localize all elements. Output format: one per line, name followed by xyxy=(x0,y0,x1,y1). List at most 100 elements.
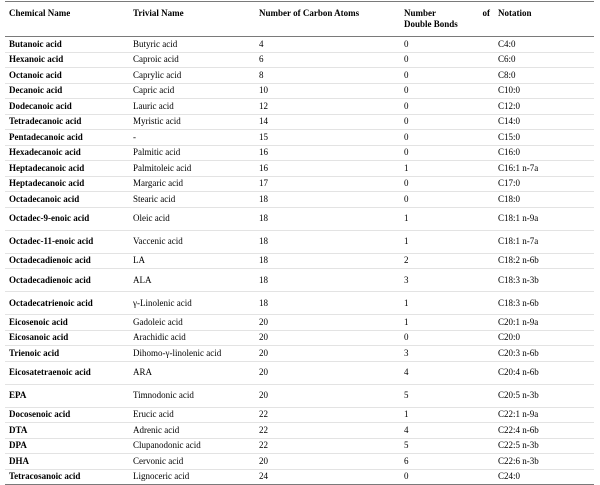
cell-carbon-atoms: 20 xyxy=(259,455,268,466)
cell-chemical-name: Hexanoic acid xyxy=(9,54,64,65)
cell-chemical-name: Octadecatrienoic acid xyxy=(9,297,93,308)
table-row: Octadec-9-enoic acid Oleic acid 18 1 C18:1 n… xyxy=(5,208,594,231)
cell-double-bonds: 0 xyxy=(404,332,409,343)
cell-carbon-atoms: 16 xyxy=(259,162,268,173)
cell-double-bonds: 1 xyxy=(404,316,409,327)
cell-carbon-atoms: 20 xyxy=(259,316,268,327)
cell-carbon-atoms: 22 xyxy=(259,424,268,435)
header-double-bonds-line1: Number of xyxy=(404,8,490,18)
cell-trivial-name: Arachidic acid xyxy=(133,332,186,343)
header-trivial-name: Trivial Name xyxy=(133,8,184,18)
cell-carbon-atoms: 18 xyxy=(259,297,268,308)
cell-notation: C18:1 n-7a xyxy=(498,236,539,246)
table-row: Eicosatetraenoic acid ARA 20 4 C20:4 n-6b xyxy=(5,362,594,385)
cell-trivial-name: Lauric acid xyxy=(133,100,174,111)
cell-notation: C20:4 n-6b xyxy=(498,367,539,377)
cell-carbon-atoms: 18 xyxy=(259,255,268,266)
cell-trivial-name: Vaccenic acid xyxy=(133,236,183,246)
cell-carbon-atoms: 4 xyxy=(259,38,264,49)
cell-double-bonds: 3 xyxy=(404,347,409,358)
cell-trivial-name: LA xyxy=(133,255,145,266)
cell-carbon-atoms: 8 xyxy=(259,69,264,80)
cell-double-bonds: 1 xyxy=(404,297,409,308)
cell-trivial-name: Butyric acid xyxy=(133,38,178,49)
cell-chemical-name: Tetradecanoic acid xyxy=(9,116,82,127)
cell-notation: C18:3 n-6b xyxy=(498,297,539,308)
cell-chemical-name: DHA xyxy=(9,455,29,466)
table-row: Hexadecanoic acid Palmitic acid 16 0 C16:0 xyxy=(5,146,594,161)
table-row: Hexanoic acid Caproic acid 6 0 C6:0 xyxy=(5,53,594,68)
table-row: Tetracosanoic acid Lignoceric acid 24 0 C24:… xyxy=(5,470,594,485)
header-carbon-atoms: Number of Carbon Atoms xyxy=(259,8,360,18)
cell-carbon-atoms: 18 xyxy=(259,274,268,285)
cell-double-bonds: 4 xyxy=(404,424,409,435)
cell-double-bonds: 0 xyxy=(404,38,409,49)
cell-notation: C22:6 n-3b xyxy=(498,455,539,466)
cell-chemical-name: Trienoic acid xyxy=(9,347,60,358)
cell-carbon-atoms: 20 xyxy=(259,367,268,377)
cell-trivial-name: Lignoceric acid xyxy=(133,471,190,482)
cell-double-bonds: 1 xyxy=(404,213,409,223)
cell-trivial-name: Stearic acid xyxy=(133,193,176,204)
cell-chemical-name: DTA xyxy=(9,424,28,435)
table-row: Octadec-11-enoic acid Vaccenic acid 18 1 C18… xyxy=(5,231,594,254)
cell-chemical-name: EPA xyxy=(9,390,27,400)
cell-double-bonds: 3 xyxy=(404,274,409,285)
cell-carbon-atoms: 22 xyxy=(259,440,268,451)
fatty-acid-table: Chemical Name Trivial Name Number of Car… xyxy=(5,1,594,485)
cell-trivial-name: Caproic acid xyxy=(133,54,179,65)
cell-double-bonds: 5 xyxy=(404,440,409,451)
table-row: DTA Adrenic acid 22 4 C22:4 n-6b xyxy=(5,423,594,439)
cell-chemical-name: Pentadecanoic acid xyxy=(9,131,83,142)
cell-double-bonds: 5 xyxy=(404,390,409,400)
cell-chemical-name: Eicosatetraenoic acid xyxy=(9,367,91,377)
header-notation: Notation xyxy=(498,8,532,18)
cell-double-bonds: 0 xyxy=(404,131,409,142)
cell-double-bonds: 1 xyxy=(404,409,409,420)
table-row: Tetradecanoic acid Myristic acid 14 0 C14:0 xyxy=(5,115,594,130)
cell-trivial-name: ALA xyxy=(133,274,152,285)
cell-carbon-atoms: 18 xyxy=(259,236,268,246)
table-row: Eicosenoic acid Gadoleic acid 20 1 C20:1 n-9… xyxy=(5,315,594,331)
cell-notation: C10:0 xyxy=(498,85,521,96)
table-row: Heptadecanoic acid Margaric acid 17 0 C17:0 xyxy=(5,177,594,192)
cell-notation: C18:3 n-3b xyxy=(498,274,539,285)
cell-double-bonds: 2 xyxy=(404,255,409,266)
header-double-bonds-line2: Double Bonds xyxy=(404,19,458,29)
cell-chemical-name: Octadec-9-enoic acid xyxy=(9,213,90,223)
table-row: DPA Clupanodonic acid 22 5 C22:5 n-3b xyxy=(5,439,594,454)
cell-chemical-name: Dodecanoic acid xyxy=(9,100,72,111)
cell-chemical-name: Hexadecanoic acid xyxy=(9,147,81,158)
cell-trivial-name: Palmitic acid xyxy=(133,147,181,158)
cell-double-bonds: 4 xyxy=(404,367,409,377)
cell-trivial-name: Margaric acid xyxy=(133,178,184,189)
cell-notation: C16:1 n-7a xyxy=(498,162,539,173)
cell-chemical-name: Eicosanoic acid xyxy=(9,332,69,343)
table-row: Octadecadienoic acid LA 18 2 C18:2 n-6b xyxy=(5,254,594,269)
cell-notation: C20:5 n-3b xyxy=(498,390,539,400)
cell-chemical-name: Tetracosanoic acid xyxy=(9,471,81,482)
table-row: Decanoic acid Capric acid 10 0 C10:0 xyxy=(5,84,594,99)
cell-notation: C16:0 xyxy=(498,147,521,158)
cell-carbon-atoms: 20 xyxy=(259,332,268,343)
cell-notation: C22:5 n-3b xyxy=(498,440,539,451)
cell-double-bonds: 0 xyxy=(404,69,409,80)
cell-notation: C18:2 n-6b xyxy=(498,255,539,266)
cell-carbon-atoms: 12 xyxy=(259,100,268,111)
cell-trivial-name: Cervonic acid xyxy=(133,455,184,466)
table-row: Octadecatrienoic acid γ-Linolenic acid 18 1… xyxy=(5,292,594,315)
cell-notation: C6:0 xyxy=(498,54,516,65)
cell-double-bonds: 0 xyxy=(404,147,409,158)
table-header: Chemical Name Trivial Name Number of Car… xyxy=(5,2,594,37)
cell-notation: C4:0 xyxy=(498,38,516,49)
cell-carbon-atoms: 17 xyxy=(259,178,268,189)
cell-notation: C24:0 xyxy=(498,471,521,482)
cell-double-bonds: 0 xyxy=(404,193,409,204)
cell-double-bonds: 0 xyxy=(404,54,409,65)
cell-double-bonds: 0 xyxy=(404,100,409,111)
cell-double-bonds: 0 xyxy=(404,471,409,482)
table-row: Dodecanoic acid Lauric acid 12 0 C12:0 xyxy=(5,99,594,115)
cell-chemical-name: Docosenoic acid xyxy=(9,409,71,420)
cell-carbon-atoms: 16 xyxy=(259,147,268,158)
table-row: Trienoic acid Dihomo-γ-linolenic acid 20 3 C… xyxy=(5,346,594,362)
